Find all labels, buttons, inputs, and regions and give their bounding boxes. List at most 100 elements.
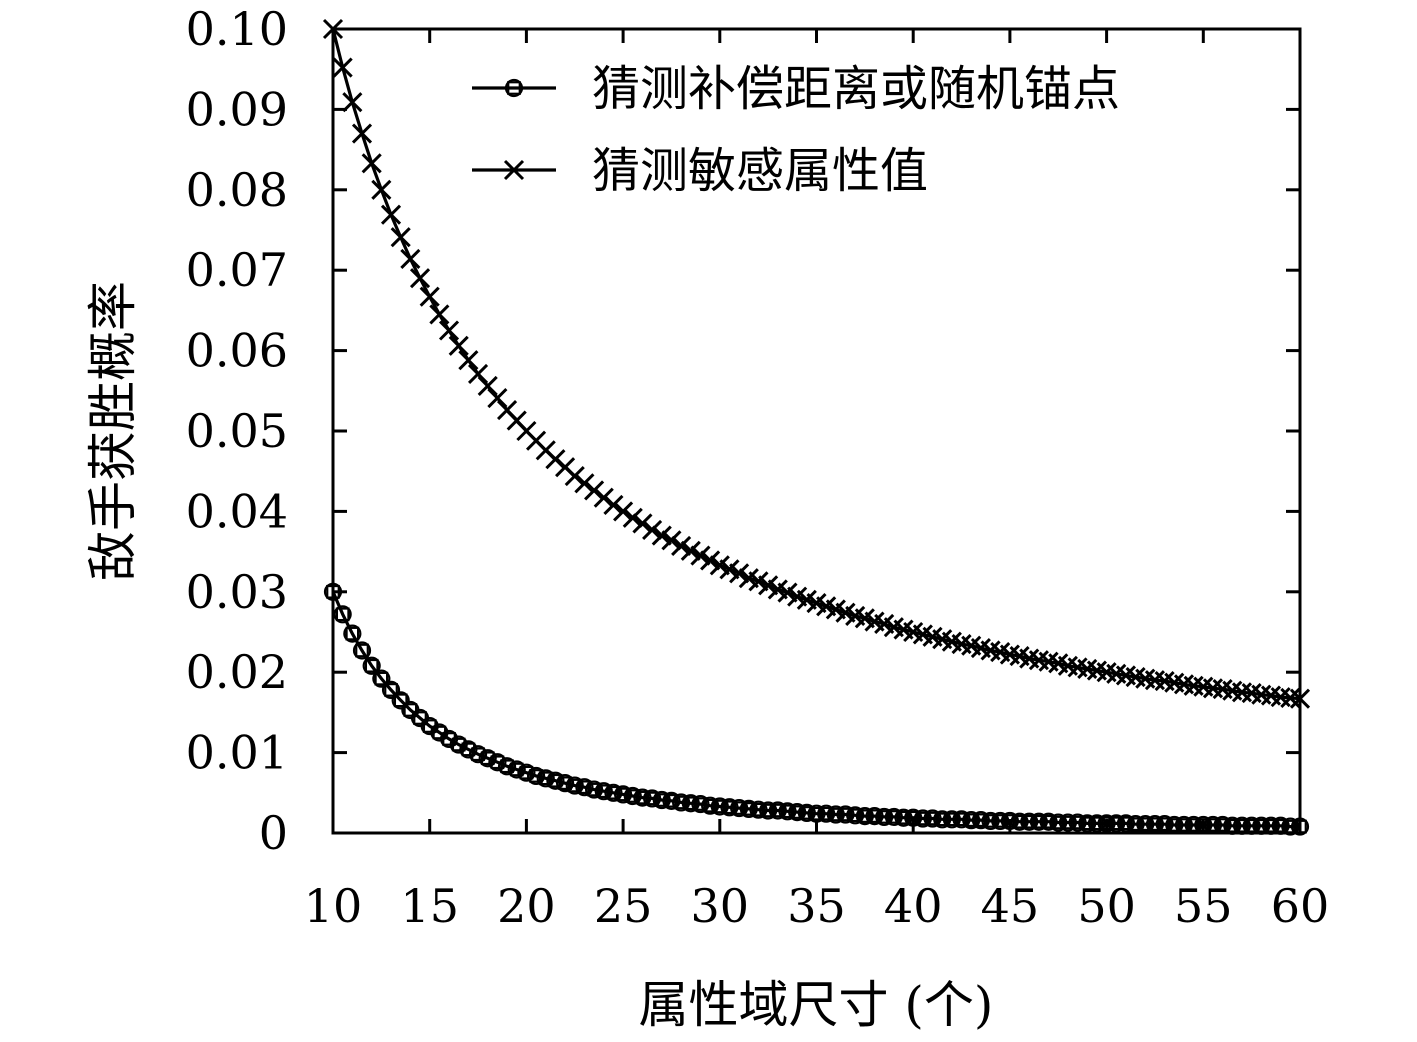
x-tick-label: 60 [1271,879,1330,933]
data-point [352,641,372,660]
data-point [584,480,605,501]
data-point [1242,816,1261,835]
series-2 [322,18,1311,709]
data-point [342,92,363,113]
data-point [467,363,489,384]
data-point [846,806,865,825]
data-point [797,803,816,823]
data-point [1252,816,1271,835]
data-point [643,789,662,808]
data-point [904,808,923,827]
data-point [1087,814,1107,833]
data-point [458,350,479,371]
data-point [391,691,410,710]
data-point [759,801,778,820]
data-point [575,778,594,797]
data-point [1126,815,1145,834]
data-point [884,807,903,827]
data-point [333,605,352,624]
data-point [622,507,643,528]
data-point [1145,815,1165,834]
data-point [1078,814,1097,833]
data-point [662,791,681,810]
x-tick-label: 25 [594,879,653,933]
data-point [672,793,691,812]
data-point [942,810,961,829]
data-point [390,227,411,248]
data-point [875,807,894,827]
data-point [778,802,797,821]
data-point [1261,816,1281,835]
data-point [952,810,971,829]
data-point [507,760,526,779]
data-point [681,794,700,813]
data-point [613,501,634,522]
data-point [1165,815,1184,835]
data-point [332,57,353,78]
legend-marker [504,78,524,98]
data-point [971,811,990,830]
data-point [488,753,507,772]
y-tick-label: 0.08 [186,163,288,217]
data-point [768,801,787,820]
x-tick-label: 20 [497,879,556,933]
data-point [632,513,653,534]
data-point [1184,815,1203,835]
data-point [1049,813,1068,832]
data-point [448,335,469,356]
data-point [1058,813,1078,832]
data-point [651,525,672,546]
data-point [642,519,663,540]
data-point [409,268,431,289]
data-point [594,782,613,801]
data-point [478,749,497,768]
data-point [468,745,488,764]
y-tick-label: 0.04 [186,484,288,538]
x-tick-label: 10 [304,879,363,933]
y-tick-label: 0.02 [186,645,288,699]
y-tick-label: 0.06 [186,324,288,378]
y-tick-label: 0.05 [186,404,288,458]
data-point [381,680,401,699]
data-point [855,807,874,826]
data-point [603,494,624,516]
data-point [700,550,721,571]
x-tick-label: 35 [787,879,846,933]
data-point [817,804,836,823]
y-tick-label: 0 [259,806,288,860]
data-point [691,794,710,814]
data-point [739,799,758,818]
data-point [894,808,913,827]
data-point [652,790,671,810]
data-point [487,387,508,409]
data-point [710,797,729,816]
data-point [371,179,392,200]
data-point [729,563,750,584]
data-point [749,800,768,819]
data-point [526,766,546,786]
data-point [555,774,575,793]
data-point [991,811,1010,831]
x-tick-label: 15 [400,879,459,933]
legend-item: 猜测敏感属性值 [472,143,928,199]
data-point [788,802,807,822]
x-tick-label: 55 [1174,879,1233,933]
x-tick-label: 45 [981,879,1040,933]
data-point [836,805,855,824]
data-point [671,535,692,557]
data-point [536,769,555,788]
data-point [1000,811,1020,831]
data-point [351,123,373,144]
data-point [1289,688,1311,709]
data-point [865,807,884,826]
data-point [1116,814,1136,833]
series-1 [323,582,1310,836]
data-point [517,763,536,782]
legend-label: 猜测补偿距离或随机锚点 [592,61,1120,117]
series-layer [322,18,1311,836]
data-point [372,669,391,688]
y-tick-label: 0.09 [186,82,288,136]
data-point [690,545,711,566]
